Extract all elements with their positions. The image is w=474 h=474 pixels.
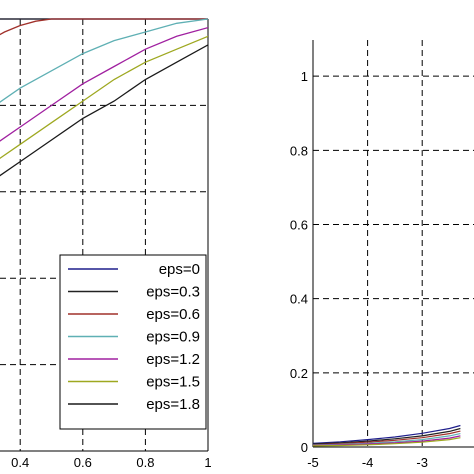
right-chart-panel: 0 0.2 0.4 0.6 0.8 1 -5 -4 -3 <box>290 40 474 470</box>
left-x-tick-label: 1 <box>204 455 211 470</box>
legend-label-4: eps=1.2 <box>146 351 200 368</box>
left-x-tick-label: 0.8 <box>136 455 154 470</box>
right-series-line-0 <box>312 424 461 444</box>
right-x-tick-label: -3 <box>416 455 428 470</box>
right-y-tick-label: 0.8 <box>290 143 308 158</box>
right-y-tick-label: 0 <box>301 440 308 455</box>
left-series-line-6 <box>0 44 208 177</box>
right-y-tick-label: 0.6 <box>290 218 308 233</box>
right-series-line-1 <box>312 427 461 445</box>
left-chart-panel: 0.4 0.6 0.8 1eps=0eps=0.3eps=0.6eps=0.9eps=… <box>0 18 212 470</box>
right-series-line-4 <box>312 435 461 447</box>
right-y-tick-label: 0.2 <box>290 366 308 381</box>
legend-label-1: eps=0.3 <box>146 284 200 301</box>
left-series-line-2 <box>0 18 208 36</box>
legend-label-6: eps=1.8 <box>146 396 200 413</box>
left-series-line-4 <box>0 26 208 142</box>
legend-label-2: eps=0.6 <box>146 306 200 323</box>
right-x-tick-label: -5 <box>307 455 319 470</box>
right-series-line-5 <box>312 437 461 447</box>
left-series-line-5 <box>0 35 208 160</box>
left-legend: eps=0 eps=0.3 eps=0.6 eps=0.9 eps=1.2 eps=1.5… <box>59 254 207 430</box>
legend-label-3: eps=0.9 <box>146 329 200 346</box>
right-series-line-2 <box>312 430 461 446</box>
right-x-tick-label: -4 <box>362 455 374 470</box>
right-y-tick-label: 1 <box>301 69 308 84</box>
left-x-tick-label: 0.4 <box>11 455 29 470</box>
left-x-tick-label: 0.6 <box>74 455 92 470</box>
left-series-line-3 <box>0 18 208 103</box>
legend-box <box>59 254 207 430</box>
legend-label-0: eps=0 <box>159 261 200 278</box>
right-y-tick-label: 0.4 <box>290 292 308 307</box>
legend-label-5: eps=1.5 <box>146 374 200 391</box>
